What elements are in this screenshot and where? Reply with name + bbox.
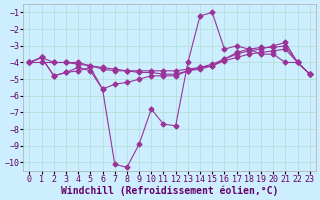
X-axis label: Windchill (Refroidissement éolien,°C): Windchill (Refroidissement éolien,°C) <box>61 185 278 196</box>
